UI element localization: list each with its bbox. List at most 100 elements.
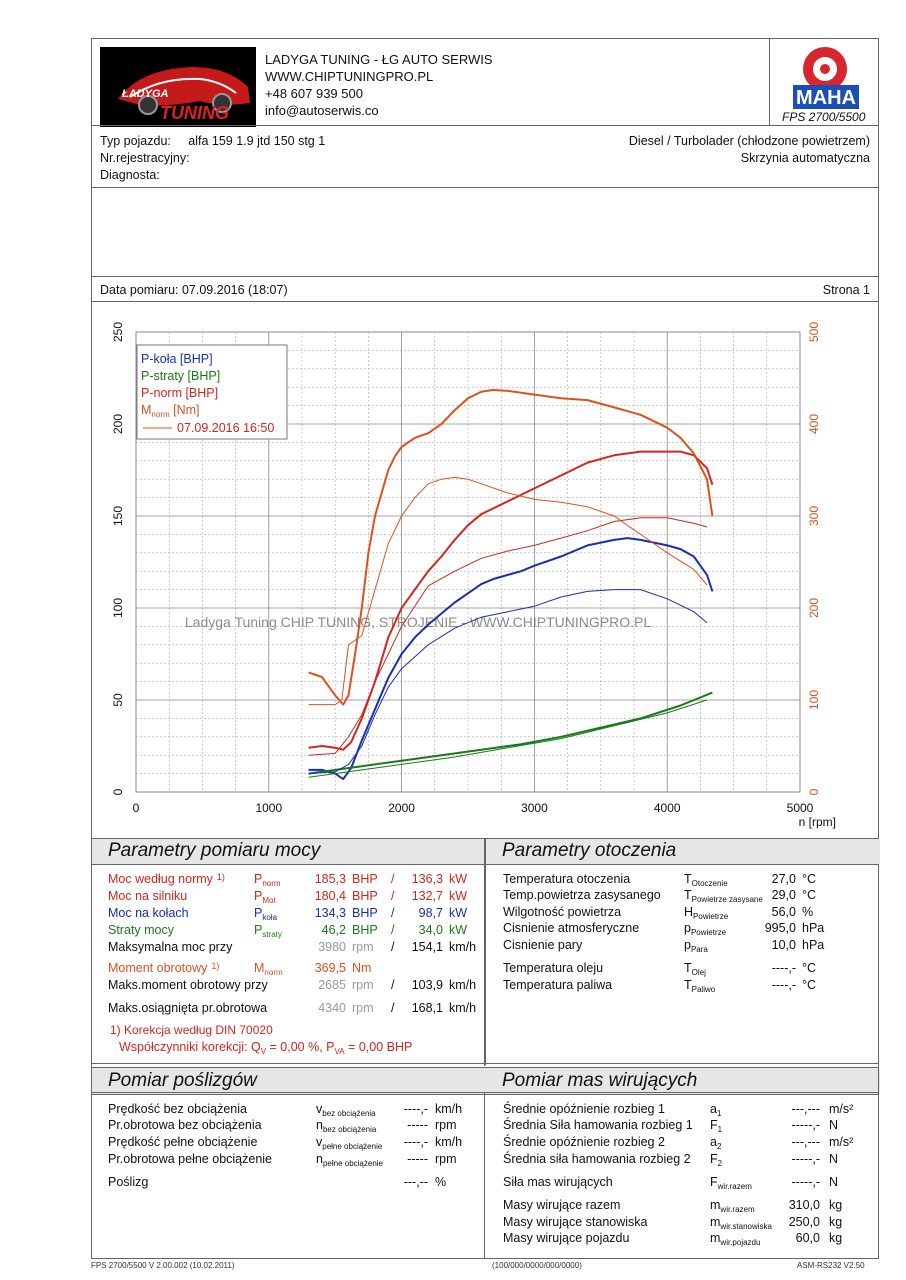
divider xyxy=(92,276,878,277)
param-unit-2: km/h xyxy=(449,1001,477,1015)
slip-value: ----- xyxy=(407,1118,428,1132)
y-left-tick-label: 50 xyxy=(111,693,125,707)
legend-ref-date: 07.09.2016 16:50 xyxy=(177,421,274,435)
power-symbol: Pstraty xyxy=(254,923,282,939)
divider xyxy=(92,1094,878,1095)
divider xyxy=(92,864,878,865)
y-right-tick-label: 100 xyxy=(807,690,821,710)
header-divider xyxy=(769,39,770,125)
symbol-subscript: wir.razem xyxy=(717,1182,752,1191)
separator: / xyxy=(391,889,395,903)
rotating-label: Średnia Siła hamowania rozbieg 1 xyxy=(503,1118,693,1132)
correction-note: 1) Korekcja według DIN 70020 xyxy=(110,1023,273,1037)
power-label: Moc na kołach xyxy=(108,906,189,920)
power-value-1: 180,4 xyxy=(314,889,346,903)
env-unit: °C xyxy=(802,961,817,975)
symbol-subscript: 1 xyxy=(717,1125,723,1134)
slip-label: Pr.obrotowa bez obciążenia xyxy=(108,1118,262,1132)
engine-info: Diesel / Turbolader (chłodzone powietrze… xyxy=(629,133,870,167)
rotating-unit: kg xyxy=(829,1215,843,1229)
torque-symbol: Mnorm xyxy=(254,961,283,977)
chart-watermark: Ladyga Tuning CHIP TUNING, STROJENIE - W… xyxy=(185,614,651,630)
slip-label: Pr.obrotowa pełne obciążenie xyxy=(108,1152,273,1166)
symbol-subscript: Olej xyxy=(691,968,706,977)
rotating-symbol: mwir.stanowiska xyxy=(710,1215,772,1231)
coeff-subscript: V xyxy=(260,1047,267,1056)
section-title-rotating: Pomiar mas wirujących xyxy=(502,1070,698,1091)
param-unit-2: km/h xyxy=(449,978,477,992)
env-symbol: HPowietrze xyxy=(684,905,729,921)
env-unit: °C xyxy=(802,978,817,992)
symbol-subscript: wir.pojazdu xyxy=(720,1238,761,1247)
footnote-mark: 1) xyxy=(211,961,220,971)
divider xyxy=(92,838,878,839)
symbol-subscript: Mot xyxy=(262,896,276,905)
env-label: Cisnienie pary xyxy=(503,938,583,952)
series-line-pnormref xyxy=(308,517,708,756)
slip-unit: % xyxy=(435,1175,447,1189)
param-value-2: 103,9 xyxy=(411,978,443,992)
symbol-subscript: pełne obciążenie xyxy=(322,1159,383,1168)
param-unit-1: rpm xyxy=(352,978,374,992)
maha-wordmark: MAHA xyxy=(796,87,856,109)
param-value-1: 4340 xyxy=(318,1001,346,1015)
symbol-subscript: 2 xyxy=(717,1159,723,1168)
env-symbol: pPowietrze xyxy=(684,921,727,937)
symbol-subscript: 2 xyxy=(716,1142,722,1151)
power-symbol: Pkoła xyxy=(254,906,278,922)
x-tick-label: 3000 xyxy=(521,801,548,815)
symbol-subscript: straty xyxy=(262,930,282,939)
y-left-tick-label: 150 xyxy=(111,506,125,526)
rotating-symbol: F1 xyxy=(710,1118,723,1134)
divider xyxy=(92,125,878,126)
symbol-subscript: 1 xyxy=(716,1109,722,1118)
power-unit-1: rpm xyxy=(352,940,374,954)
env-value: 995,0 xyxy=(764,921,796,935)
env-value: 29,0 xyxy=(771,888,796,902)
reg-label: Nr.rejestracyjny: xyxy=(100,151,190,165)
rotating-unit: N xyxy=(829,1118,839,1132)
slip-value: ----- xyxy=(407,1152,428,1166)
rotating-label: Masy wirujące razem xyxy=(503,1198,621,1212)
model-name: FPS 2700/5500 xyxy=(782,110,866,124)
rotating-label: Masy wirujące stanowiska xyxy=(503,1215,648,1229)
env-unit: hPa xyxy=(802,921,825,935)
slip-symbol: npełne obciążenie xyxy=(316,1152,383,1168)
section-divider xyxy=(484,838,485,1066)
power-value-2: 136,3 xyxy=(411,872,443,886)
power-unit-2: kW xyxy=(449,906,468,920)
separator: / xyxy=(391,872,395,886)
env-symbol: TPowietrze zasysane xyxy=(684,888,763,904)
x-tick-label: 4000 xyxy=(654,801,681,815)
env-label: Temperatura paliwa xyxy=(503,978,613,992)
env-unit: hPa xyxy=(802,938,825,952)
param-label: Maks.moment obrotowy przy xyxy=(108,978,268,992)
env-symbol: TOlej xyxy=(684,961,706,977)
company-logo: ŁADYGA TUNING xyxy=(100,47,256,127)
env-value: ----,- xyxy=(771,961,796,975)
symbol-subscript: Powietrze xyxy=(693,912,729,921)
power-symbol: Pnorm xyxy=(254,872,281,888)
measurement-date: Data pomiaru: 07.09.2016 (18:07) xyxy=(100,283,288,297)
slip-label: Prędkość bez obciążenia xyxy=(108,1102,247,1116)
y-right-tick-label: 0 xyxy=(807,788,821,795)
power-unit-1: BHP xyxy=(352,872,378,886)
slip-unit: rpm xyxy=(435,1118,457,1132)
rotating-unit: kg xyxy=(829,1231,843,1245)
rotating-value: -----,- xyxy=(791,1118,820,1132)
rotating-unit: kg xyxy=(829,1198,843,1212)
rotating-label: Średnia siła hamowania rozbieg 2 xyxy=(503,1152,691,1166)
symbol-subscript: wir.stanowiska xyxy=(720,1222,772,1231)
torque-label: Moment obrotowy 1) xyxy=(108,961,220,975)
rotating-symbol: a2 xyxy=(710,1135,722,1151)
torque-unit: Nm xyxy=(352,961,372,975)
separator: / xyxy=(391,923,395,937)
rotating-label: Masy wirujące pojazdu xyxy=(503,1231,630,1245)
separator: / xyxy=(391,978,395,992)
power-unit-2: kW xyxy=(449,889,468,903)
rotating-value: ---,--- xyxy=(791,1102,820,1116)
engine-type: Diesel / Turbolader (chłodzone powietrze… xyxy=(628,134,870,148)
slip-unit: km/h xyxy=(435,1135,463,1149)
rotating-symbol: mwir.pojazdu xyxy=(710,1231,761,1247)
section-title-env: Parametry otoczenia xyxy=(502,840,677,861)
